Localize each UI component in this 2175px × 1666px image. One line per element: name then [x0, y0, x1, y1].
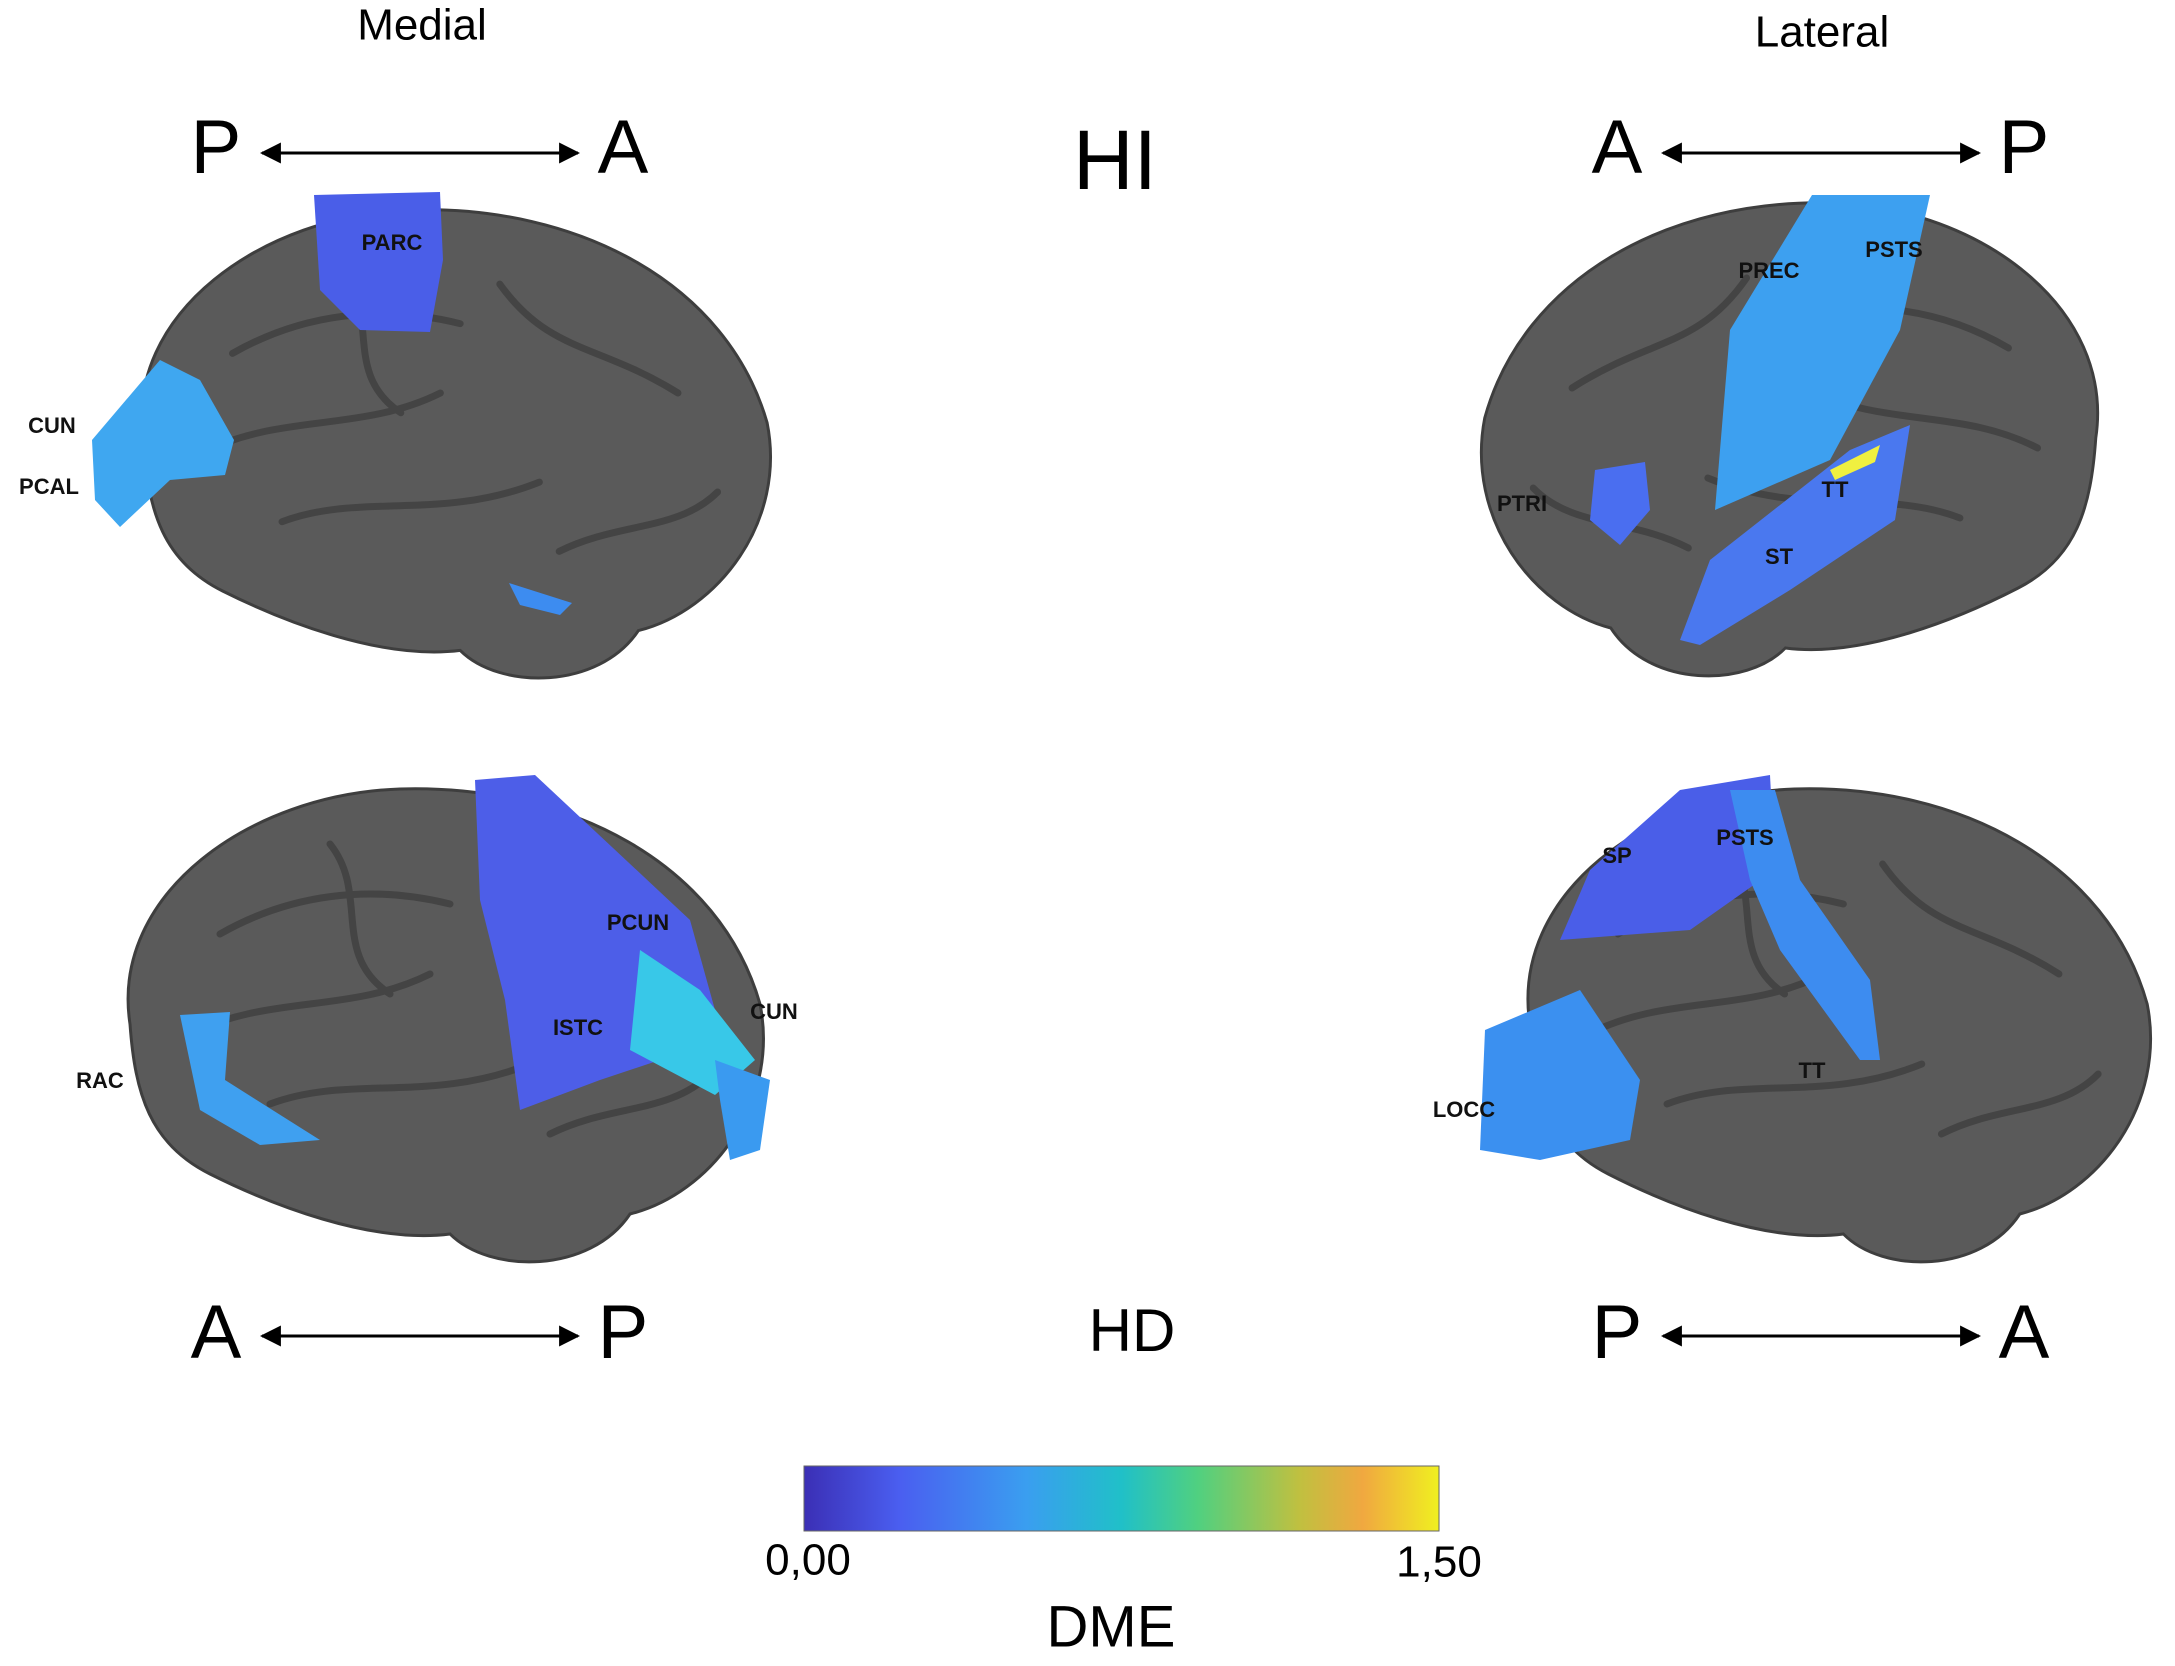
region-label: PREC	[1738, 258, 1799, 283]
direction: A	[191, 1290, 242, 1375]
colorbar-min: 0,00	[765, 1536, 851, 1585]
region	[1560, 775, 1775, 940]
region	[630, 950, 755, 1095]
direction: A	[598, 105, 649, 190]
region	[1730, 790, 1880, 1060]
region-label: LOCC	[1433, 1097, 1495, 1122]
region	[1830, 445, 1880, 480]
header-lateral: Lateral	[1755, 8, 1890, 57]
region	[92, 360, 234, 527]
direction: P	[191, 105, 242, 190]
region	[1715, 195, 1930, 510]
region-label: ST	[1765, 544, 1794, 569]
direction: P	[598, 1290, 649, 1375]
group-label: HD	[1089, 1297, 1176, 1364]
region-label: PCAL	[19, 474, 79, 499]
region-label: TT	[1822, 477, 1849, 502]
direction: A	[1592, 105, 1643, 190]
region-label: PSTS	[1716, 825, 1773, 850]
region-label: RAC	[76, 1068, 124, 1093]
colorbar-max: 1,50	[1396, 1538, 1482, 1587]
region	[1590, 462, 1650, 545]
region	[1480, 990, 1640, 1160]
group-label: HI	[1073, 113, 1157, 207]
direction: P	[1592, 1290, 1643, 1375]
region-label: TT	[1799, 1058, 1826, 1083]
region-label: CUN	[750, 999, 798, 1024]
region-label: SP	[1602, 843, 1631, 868]
header-medial: Medial	[357, 1, 487, 50]
region	[180, 1012, 320, 1145]
region-label: ISTC	[553, 1015, 603, 1040]
region-label: PSTS	[1865, 237, 1922, 262]
region-label: PCUN	[607, 910, 669, 935]
brain	[140, 208, 773, 680]
region	[509, 583, 572, 615]
direction: A	[1999, 1290, 2050, 1375]
region	[314, 192, 443, 332]
region	[715, 1060, 770, 1160]
direction: P	[1999, 105, 2050, 190]
colorbar-title: DME	[1047, 1594, 1176, 1659]
region	[1680, 425, 1910, 645]
colorbar	[803, 1465, 1440, 1532]
region-label: CUN	[28, 413, 76, 438]
region-label: PARC	[362, 230, 423, 255]
region-label: PTRI	[1497, 491, 1547, 516]
